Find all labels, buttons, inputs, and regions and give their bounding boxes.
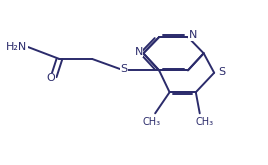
Text: H₂N: H₂N bbox=[6, 42, 27, 52]
Text: CH₃: CH₃ bbox=[195, 116, 214, 127]
Text: O: O bbox=[47, 73, 55, 83]
Text: S: S bbox=[218, 67, 226, 77]
Text: N: N bbox=[135, 47, 143, 57]
Text: S: S bbox=[120, 64, 127, 74]
Text: CH₃: CH₃ bbox=[142, 116, 160, 127]
Text: N: N bbox=[188, 31, 197, 40]
